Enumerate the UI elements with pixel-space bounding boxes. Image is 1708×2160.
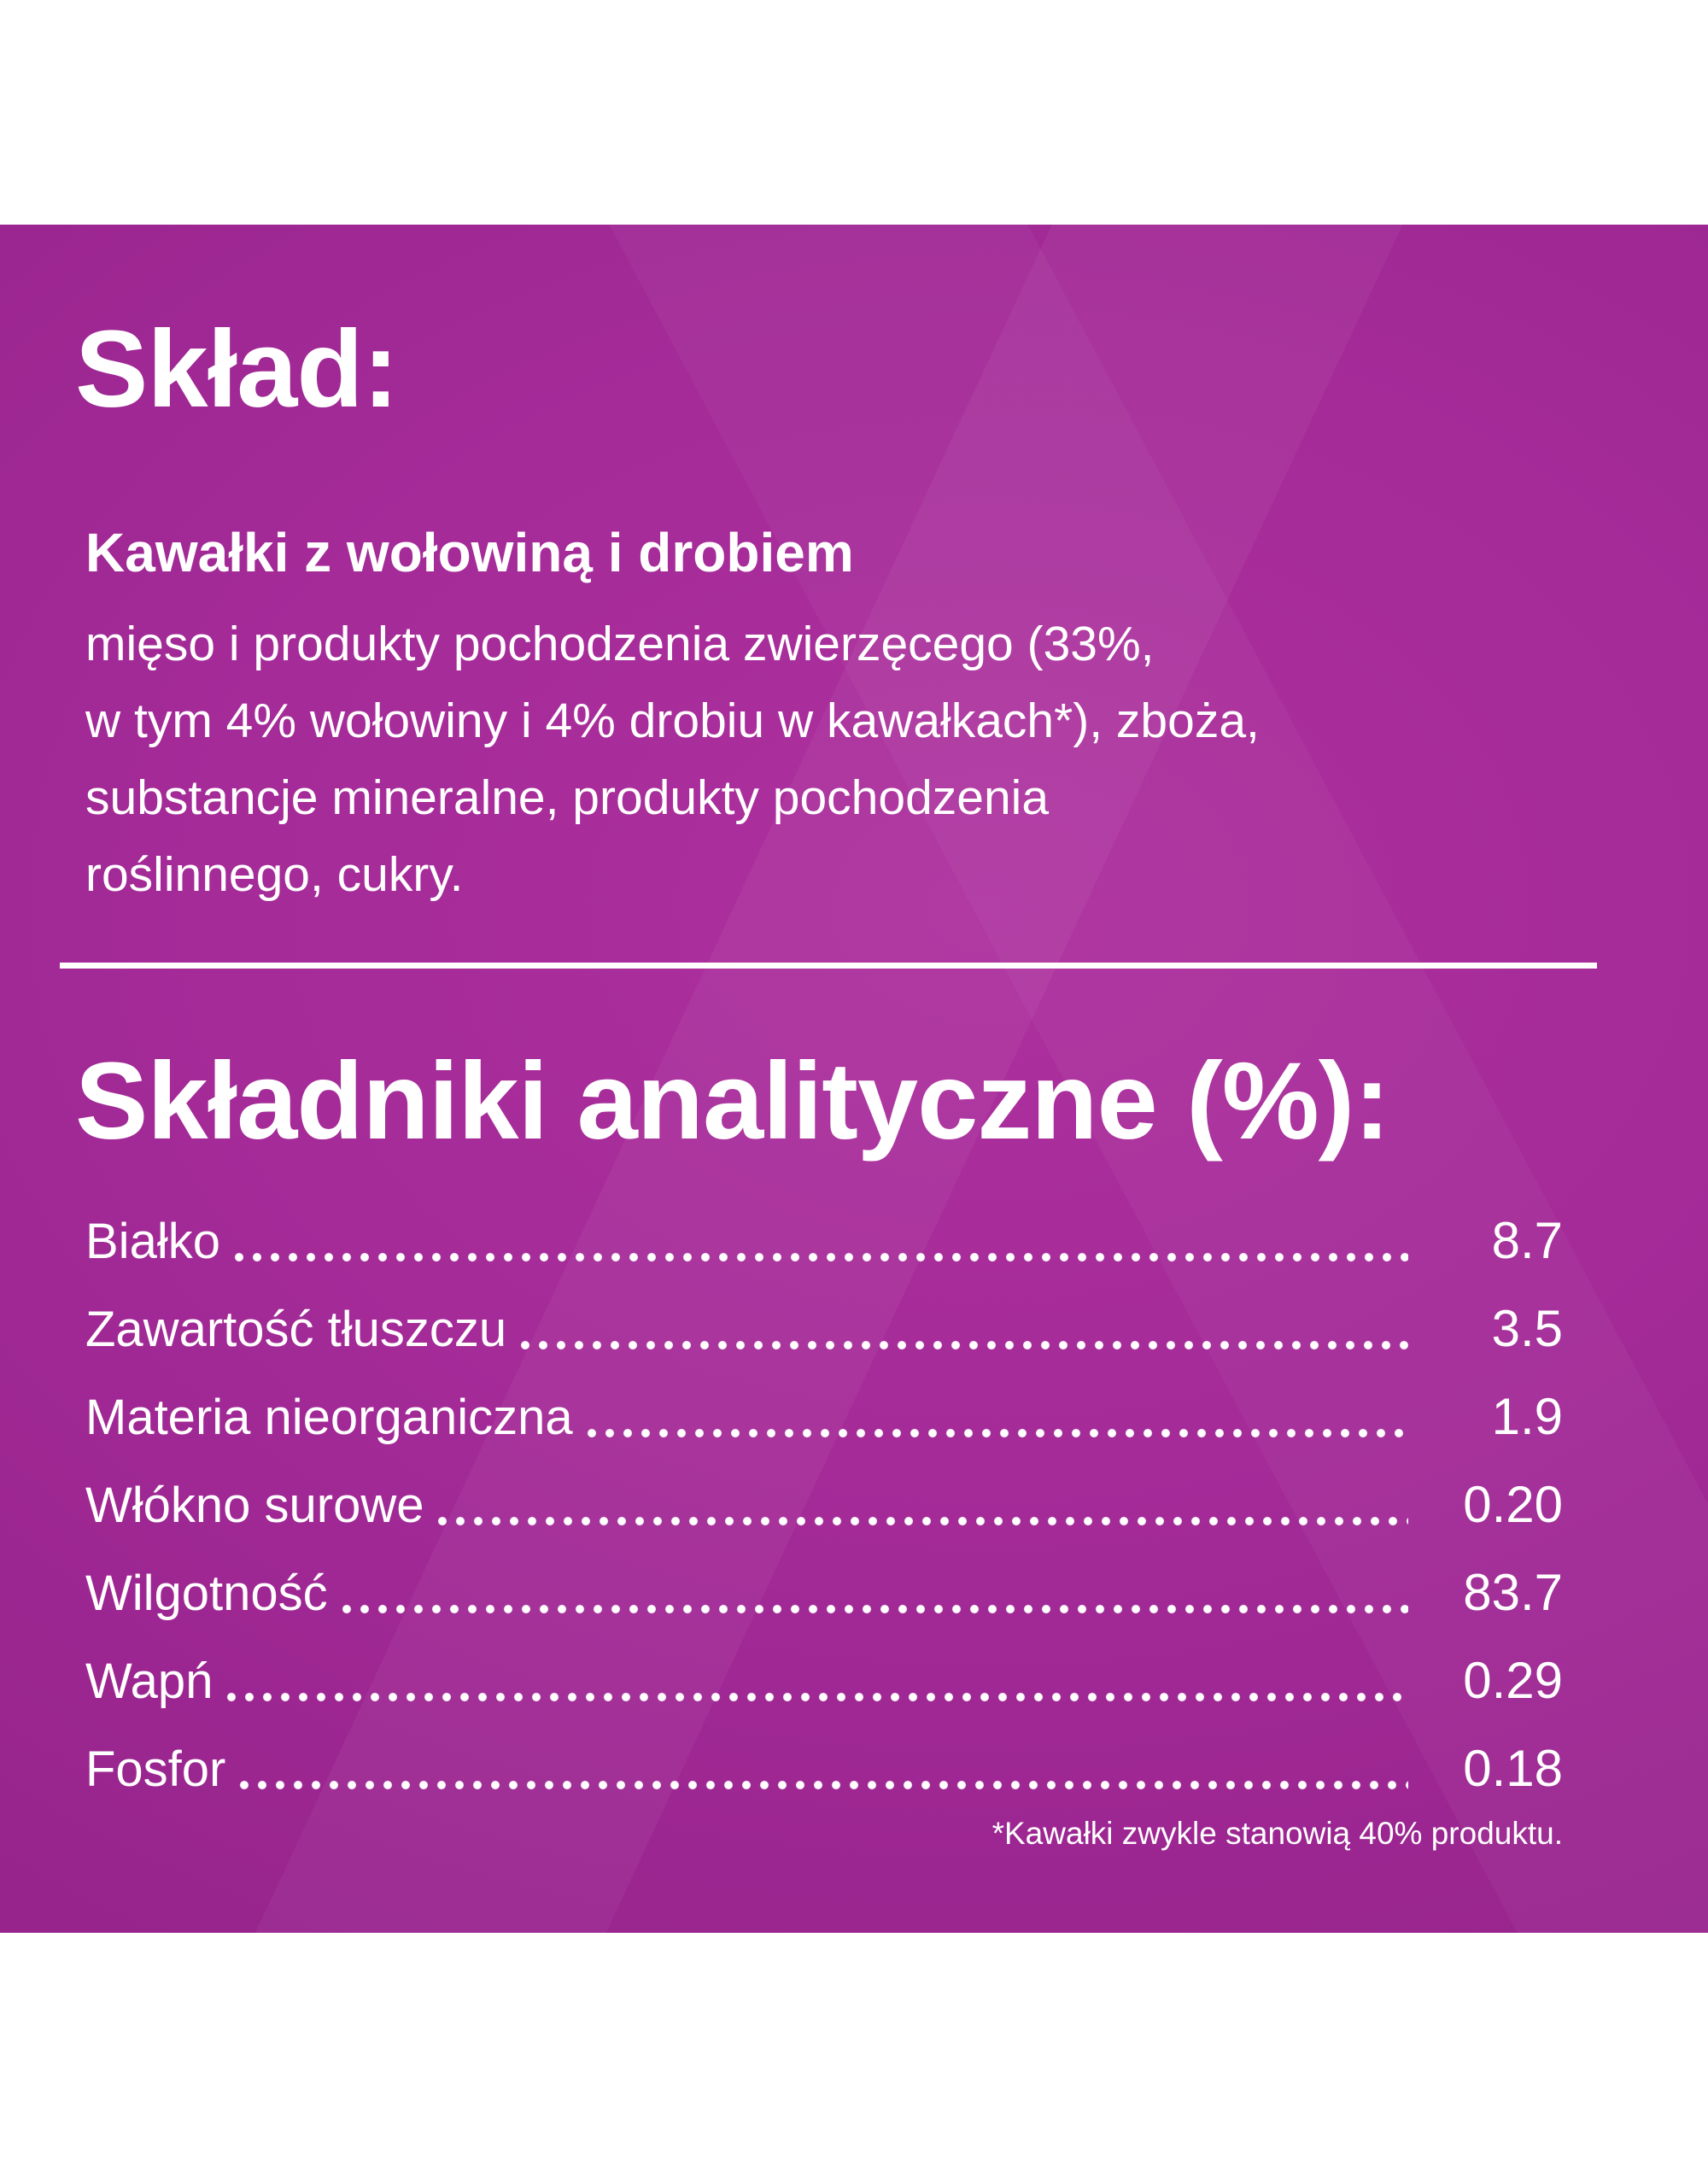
row-value: 0.20 (1463, 1476, 1563, 1534)
table-row-materia-nieorganiczna: Materia nieorganiczna 1.9 (85, 1391, 1563, 1443)
table-row-wlokno-surowe: Włókno surowe 0.20 (85, 1479, 1563, 1531)
section-divider-rule (60, 962, 1597, 969)
table-row-bialko: Białko 8.7 (85, 1215, 1563, 1267)
dotted-leader (233, 1252, 1408, 1263)
row-value: 83.7 (1463, 1564, 1563, 1622)
row-label: Zawartość tłuszczu (85, 1302, 507, 1358)
row-label: Wilgotność (85, 1566, 328, 1622)
dotted-leader (239, 1780, 1408, 1791)
table-row-wilgotnosc: Wilgotność 83.7 (85, 1567, 1563, 1619)
analytical-components-table: Białko 8.7 Zawartość tłuszczu 3.5 Materi… (85, 1215, 1563, 1794)
row-label: Włókno surowe (85, 1478, 424, 1534)
dotted-leader (226, 1692, 1408, 1703)
dotted-leader (520, 1340, 1408, 1351)
ingredients-line: substancje mineralne, produkty pochodzen… (85, 770, 1050, 825)
dotted-leader (437, 1516, 1408, 1527)
dotted-leader (341, 1604, 1408, 1615)
row-label: Fosfor (85, 1741, 226, 1798)
ingredients-line: w tym 4% wołowiny i 4% drobiu w kawałkac… (85, 693, 1260, 748)
row-value: 3.5 (1491, 1300, 1563, 1358)
row-label: Materia nieorganiczna (85, 1390, 573, 1446)
product-variant-name: Kawałki z wołowiną i drobiem (85, 522, 854, 584)
row-value: 0.29 (1463, 1652, 1563, 1710)
table-row-wapn: Wapń 0.29 (85, 1655, 1563, 1706)
table-row-zawartosc-tluszczu: Zawartość tłuszczu 3.5 (85, 1303, 1563, 1355)
composition-section-title: Skład: (75, 308, 399, 430)
analytical-section-title: Składniki analityczne (%): (75, 1039, 1390, 1162)
ingredients-panel: Skład: Kawałki z wołowiną i drobiem mięs… (0, 225, 1708, 1933)
row-label: Białko (85, 1214, 220, 1270)
ingredients-line: mięso i produkty pochodzenia zwierzęcego… (85, 616, 1155, 671)
row-value: 1.9 (1491, 1388, 1563, 1446)
ingredients-line: roślinnego, cukry. (85, 846, 464, 902)
row-label: Wapń (85, 1654, 214, 1710)
table-row-fosfor: Fosfor 0.18 (85, 1743, 1563, 1794)
chunks-footnote: *Kawałki zwykle stanowią 40% produktu. (991, 1816, 1563, 1851)
row-value: 8.7 (1491, 1212, 1563, 1270)
dotted-leader (586, 1428, 1408, 1439)
ingredients-paragraph: mięso i produkty pochodzenia zwierzęcego… (85, 606, 1563, 913)
row-value: 0.18 (1463, 1740, 1563, 1798)
